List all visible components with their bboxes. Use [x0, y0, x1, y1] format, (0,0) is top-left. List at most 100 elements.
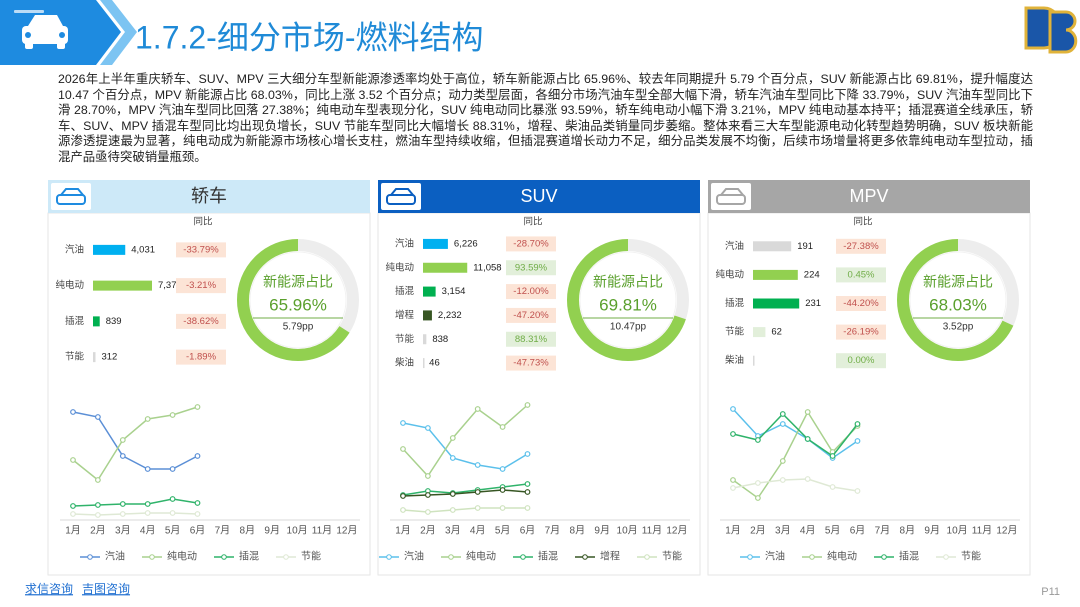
legend-label: 增程 — [600, 550, 620, 563]
series-point — [400, 446, 406, 452]
series-point — [119, 437, 126, 443]
yoy-box — [506, 260, 556, 276]
value-label: 224 — [804, 269, 820, 280]
x-tick-label: 3月 — [445, 525, 461, 537]
series-point — [854, 421, 861, 427]
x-tick-label: 7月 — [215, 525, 231, 537]
bar — [423, 310, 432, 321]
series-point — [425, 425, 431, 431]
series-line — [72, 498, 198, 507]
x-tick-label: 8月 — [570, 525, 586, 537]
summary: 2026年上半年重庆轿车、SUV、MPV 三大细分车型新能源渗透率均处于高位，轿… — [58, 72, 1033, 164]
category-label: 汽油 — [395, 237, 414, 249]
yoy-label: 0.45% — [848, 269, 875, 280]
footer-link[interactable]: 求信咨询 — [25, 581, 73, 596]
page-number: P11 — [1041, 586, 1060, 598]
x-tick-label: 11月 — [312, 525, 332, 537]
legend-label: 汽油 — [105, 550, 125, 563]
series-point — [804, 436, 811, 442]
donut-title: 新能源占比 — [593, 274, 663, 290]
donut-subtitle: 10.47pp — [610, 322, 647, 333]
yoy-box — [176, 313, 226, 329]
yoy-box — [506, 236, 556, 252]
donut-arc — [567, 239, 689, 361]
category-label: 纯电动 — [55, 279, 84, 291]
series-point — [449, 491, 456, 497]
bar — [753, 269, 798, 280]
donut-inner — [909, 251, 1007, 349]
series-point — [499, 505, 506, 511]
value-label: 6,226 — [454, 238, 478, 249]
page-title: 1.7.2-细分市场-燃料结构 — [135, 19, 484, 55]
donut-value: 65.96% — [269, 295, 327, 314]
x-tick-label: 1月 — [725, 525, 741, 537]
x-tick-label: 1月 — [395, 525, 411, 537]
series-point — [730, 406, 736, 412]
yoy-title: 同比 — [193, 216, 212, 228]
yoy-label: -47.73% — [513, 358, 549, 369]
series-point — [829, 484, 836, 490]
series-point — [400, 493, 406, 499]
x-tick-label: 8月 — [240, 525, 256, 537]
series-line — [72, 411, 198, 470]
x-tick-label: 9月 — [924, 525, 940, 537]
value-label: 11,058 — [473, 262, 501, 273]
series-line — [732, 408, 858, 459]
series-line — [402, 422, 528, 470]
series-point — [474, 505, 481, 511]
x-tick-label: 3月 — [775, 525, 791, 537]
series-point — [524, 489, 531, 495]
bar — [753, 241, 792, 252]
yoy-box — [836, 353, 886, 369]
legend-swatch — [149, 554, 155, 560]
x-tick-label: 10月 — [947, 525, 968, 537]
legend-swatch — [644, 554, 650, 560]
series-point — [449, 455, 456, 461]
series-point — [70, 511, 76, 517]
value-label: 231 — [805, 298, 821, 309]
donut-arc — [897, 239, 1019, 361]
legend-label: 纯电动 — [167, 550, 197, 563]
legend-swatch — [448, 554, 454, 560]
bar — [423, 286, 436, 297]
series-point — [169, 466, 176, 472]
footer-link[interactable]: 吉图咨询 — [82, 581, 130, 596]
legend-swatch — [881, 554, 887, 560]
series-point — [119, 511, 126, 517]
x-tick-label: 4月 — [470, 525, 486, 537]
legend-label: 节能 — [662, 550, 682, 563]
series-point — [119, 501, 126, 507]
value-label: 191 — [797, 241, 813, 252]
yoy-box — [836, 238, 886, 254]
series-point — [449, 435, 456, 441]
x-tick-label: 4月 — [140, 525, 156, 537]
series-point — [779, 458, 786, 464]
donut-value: 69.81% — [599, 295, 657, 314]
category-label: 汽油 — [65, 243, 84, 255]
series-point — [730, 485, 736, 491]
legend-label: 插混 — [239, 550, 259, 563]
series-point — [70, 457, 76, 463]
category-label: 增程 — [395, 309, 415, 321]
series-point — [804, 476, 811, 482]
value-label: 62 — [771, 327, 782, 338]
series-point — [194, 500, 201, 506]
series-point — [425, 509, 431, 515]
x-tick-label: 6月 — [850, 525, 866, 537]
x-tick-label: 2月 — [420, 525, 436, 537]
yoy-label: -28.70% — [513, 238, 549, 249]
value-label: 3,154 — [442, 286, 466, 297]
legend-swatch — [809, 554, 815, 560]
car-icon — [14, 10, 68, 49]
x-tick-label: 11月 — [972, 525, 992, 537]
x-tick-label: 9月 — [594, 525, 610, 537]
series-point — [499, 424, 506, 430]
panel-icon — [720, 188, 744, 196]
legend-label: 汽油 — [765, 550, 785, 563]
logo — [1024, 6, 1078, 54]
bar — [423, 238, 448, 249]
category-label: 节能 — [725, 326, 745, 338]
series-point — [70, 409, 76, 415]
series-line — [732, 410, 859, 500]
